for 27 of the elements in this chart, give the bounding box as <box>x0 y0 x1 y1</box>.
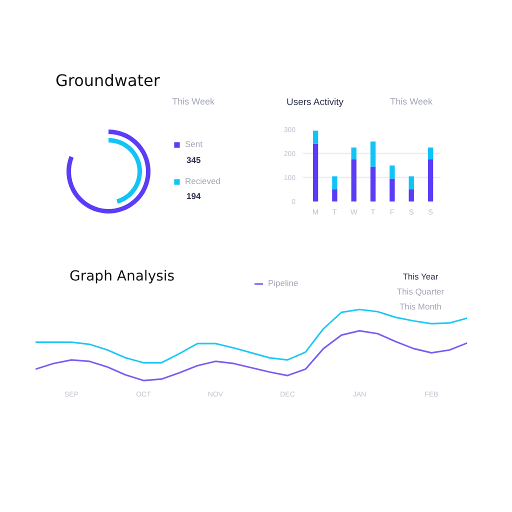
bar <box>428 160 434 202</box>
text: This Year <box>402 272 438 282</box>
text: This Quarter <box>396 286 444 296</box>
data-label: 194 <box>186 191 201 202</box>
bar <box>332 190 338 202</box>
text: This Week <box>172 96 215 106</box>
bar <box>390 178 395 202</box>
chart-title: Users Activity <box>286 97 344 108</box>
annotation: This Month <box>399 302 442 312</box>
bar <box>351 160 356 202</box>
bar <box>312 130 318 144</box>
data-label: 345 <box>186 155 201 166</box>
legend-label: Sent <box>185 139 204 150</box>
legend-label: Recieved <box>185 176 220 186</box>
bar <box>370 166 376 202</box>
bar <box>370 142 376 167</box>
legend-label: Pipeline <box>268 278 298 288</box>
bar <box>390 166 395 179</box>
bar <box>351 148 356 160</box>
bar <box>332 176 338 190</box>
chart-title: Graph Analysis <box>70 268 175 284</box>
bar <box>428 148 434 160</box>
bar <box>408 190 414 202</box>
bar <box>312 144 318 202</box>
text: Groundwater <box>56 71 160 90</box>
text: This Week <box>390 96 433 106</box>
bar <box>408 176 414 190</box>
